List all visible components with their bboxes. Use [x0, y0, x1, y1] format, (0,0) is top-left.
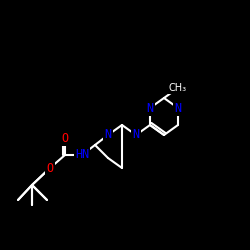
Text: N: N [132, 128, 140, 141]
Text: O: O [46, 162, 54, 174]
Text: N: N [174, 102, 182, 114]
Text: N: N [104, 128, 112, 141]
Text: CH₃: CH₃ [169, 83, 187, 93]
Text: N: N [146, 102, 154, 114]
Text: O: O [46, 162, 54, 174]
Text: N: N [104, 128, 112, 141]
Text: N: N [146, 102, 154, 114]
Text: N: N [174, 102, 182, 114]
Text: CH₃: CH₃ [169, 83, 187, 93]
Text: HN: HN [75, 148, 89, 162]
Text: N: N [132, 128, 140, 141]
Text: HN: HN [75, 148, 89, 162]
Text: O: O [62, 132, 68, 144]
Text: O: O [62, 132, 68, 144]
